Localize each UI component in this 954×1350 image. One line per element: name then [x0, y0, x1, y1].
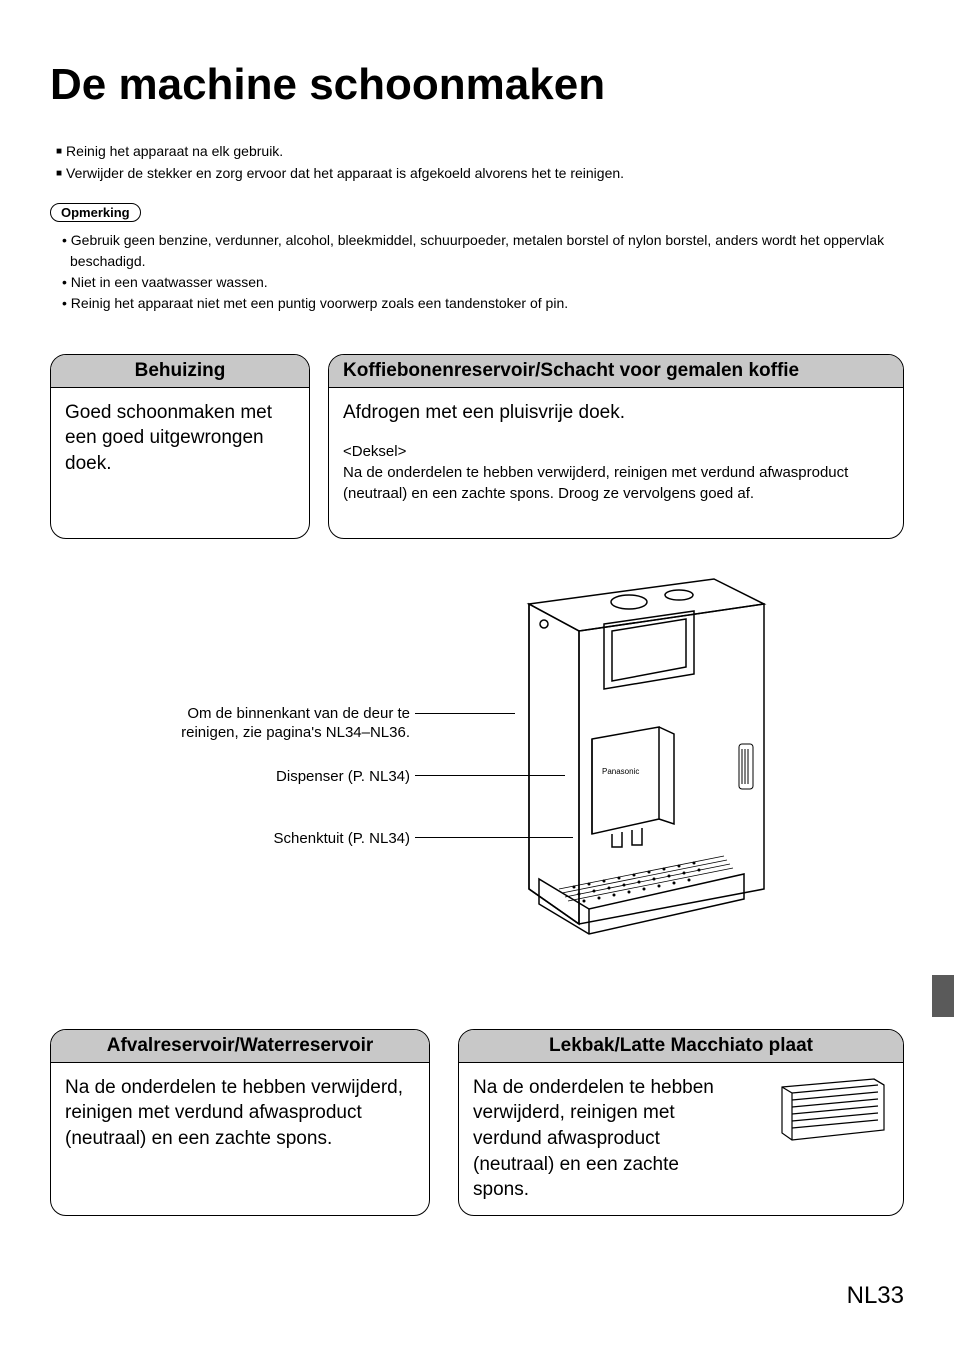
card-header: Lekbak/Latte Macchiato plaat [459, 1030, 903, 1063]
card-header: Behuizing [51, 355, 309, 388]
svg-text:Panasonic: Panasonic [602, 767, 639, 776]
page-title: De machine schoonmaken [50, 60, 904, 110]
card-reservoir: Koffiebonenreservoir/Schacht voor gemale… [328, 354, 904, 539]
card-header: Afvalreservoir/Waterreservoir [51, 1030, 429, 1063]
card-behuizing: Behuizing Goed schoonmaken met een goed … [50, 354, 310, 539]
note-list: Gebruik geen benzine, verdunner, alcohol… [50, 230, 904, 314]
card-sub-body: Na de onderdelen te hebben verwijderd, r… [343, 462, 889, 504]
page-number: NL33 [847, 1282, 904, 1310]
callout-dispenser: Dispenser (P. NL34) [210, 767, 410, 787]
note-label: Opmerking [50, 203, 141, 222]
machine-diagram: Om de binnenkant van de deur te reinigen… [50, 569, 904, 989]
card-body-text: Goed schoonmaken met een goed uitgewrong… [65, 400, 295, 477]
card-header: Koffiebonenreservoir/Schacht voor gemale… [329, 355, 903, 388]
note-item: Reinig het apparaat niet met een puntig … [56, 293, 904, 314]
note-item: Gebruik geen benzine, verdunner, alcohol… [56, 230, 904, 272]
card-sub-title: <Deksel> [343, 441, 889, 462]
card-body-text: Na de onderdelen te hebben verwijderd, r… [473, 1075, 733, 1203]
intro-item: Reinig het apparaat na elk gebruik. [56, 140, 904, 162]
card-body-text: Afdrogen met een pluisvrije doek. [343, 400, 889, 426]
callout-door: Om de binnenkant van de deur te reinigen… [130, 704, 410, 743]
intro-list: Reinig het apparaat na elk gebruik. Verw… [50, 140, 904, 185]
card-body-text: Na de onderdelen te hebben verwijderd, r… [65, 1075, 415, 1152]
note-item: Niet in een vaatwasser wassen. [56, 272, 904, 293]
side-tab [932, 975, 954, 1017]
card-lekbak: Lekbak/Latte Macchiato plaat [458, 1029, 904, 1216]
machine-illustration: Panasonic [484, 569, 784, 969]
intro-item: Verwijder de stekker en zorg ervoor dat … [56, 162, 904, 184]
callout-schenktuit: Schenktuit (P. NL34) [210, 829, 410, 849]
plate-icon [774, 1075, 889, 1145]
card-afval: Afvalreservoir/Waterreservoir Na de onde… [50, 1029, 430, 1216]
